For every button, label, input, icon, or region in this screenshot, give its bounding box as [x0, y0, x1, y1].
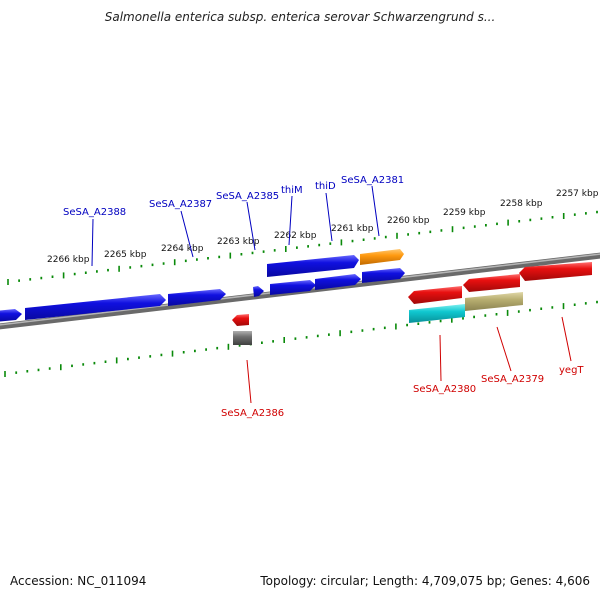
gene-arrow-thiM[interactable] — [270, 280, 316, 295]
gene-arrow[interactable] — [0, 309, 22, 322]
scale-label-2264: 2264 kbp — [161, 244, 204, 254]
leader-line — [180, 210, 194, 258]
upper-scale-ticks — [7, 210, 598, 285]
gene-arrow-SeSA_A2385[interactable] — [253, 286, 264, 297]
leader-line — [91, 218, 94, 267]
gene-arrow-SeSA_A2380-red[interactable] — [408, 286, 462, 304]
gene-block-SeSA_A2380[interactable] — [409, 304, 465, 323]
reverse-genes[interactable] — [232, 262, 592, 345]
leader-line — [288, 195, 293, 246]
leader-line — [371, 185, 380, 237]
gene-label-yegT[interactable]: yegT — [559, 365, 584, 376]
gene-label-thiD[interactable]: thiD — [315, 181, 336, 192]
scale-label-2263: 2263 kbp — [217, 237, 260, 247]
leader-line — [496, 326, 512, 372]
forward-gene-labels: SeSA_A2388 SeSA_A2387 SeSA_A2385 thiM th… — [63, 175, 404, 267]
leader-line — [246, 201, 256, 251]
gene-block-SeSA_A2379[interactable] — [465, 292, 523, 311]
gene-arrow-SeSA_A2388[interactable] — [25, 294, 166, 320]
scale-labels: 2266 kbp 2265 kbp 2264 kbp 2263 kbp 2262… — [47, 189, 599, 265]
gene-label-SeSA_A2385[interactable]: SeSA_A2385 — [216, 191, 279, 202]
forward-genes[interactable] — [0, 249, 405, 322]
gene-arrow-SeSA_A2381-inner[interactable] — [362, 268, 405, 283]
gene-label-SeSA_A2388[interactable]: SeSA_A2388 — [63, 207, 126, 218]
scale-label-2257: 2257 kbp — [556, 189, 599, 199]
leader-line — [325, 192, 333, 242]
gene-label-SeSA_A2387[interactable]: SeSA_A2387 — [149, 199, 212, 210]
gene-label-SeSA_A2381[interactable]: SeSA_A2381 — [341, 175, 404, 186]
lower-scale-ticks — [4, 300, 598, 377]
gene-arrow-SeSA_A2387[interactable] — [168, 289, 226, 306]
leader-line — [439, 334, 442, 382]
scale-label-2258: 2258 kbp — [500, 199, 543, 209]
gene-arrow-SeSA_A2379-red[interactable] — [463, 274, 520, 292]
page-title: Salmonella enterica subsp. enterica sero… — [104, 10, 496, 24]
gene-label-thiM[interactable]: thiM — [281, 185, 303, 196]
scale-label-2265: 2265 kbp — [104, 250, 147, 260]
scale-label-2266: 2266 kbp — [47, 255, 90, 265]
accession-label: Accession: NC_011094 — [10, 574, 147, 588]
scale-label-2259: 2259 kbp — [443, 208, 486, 218]
gene-arrow-SeSA_A2381[interactable] — [360, 249, 404, 265]
leader-line — [561, 316, 572, 362]
scale-label-2261: 2261 kbp — [331, 224, 374, 234]
gene-label-SeSA_A2386[interactable]: SeSA_A2386 — [221, 408, 284, 419]
gene-arrow-yegT[interactable] — [519, 262, 592, 281]
gene-label-SeSA_A2379[interactable]: SeSA_A2379 — [481, 374, 544, 385]
gene-arrow-thiD[interactable] — [315, 274, 361, 290]
gene-label-SeSA_A2380[interactable]: SeSA_A2380 — [413, 384, 476, 395]
genome-summary: Topology: circular; Length: 4,709,075 bp… — [260, 574, 590, 588]
gene-arrow-thiM-outer[interactable] — [267, 255, 359, 277]
gene-block-gray[interactable] — [233, 331, 252, 345]
gene-arrow-SeSA_A2386[interactable] — [232, 314, 249, 326]
leader-line — [246, 359, 252, 404]
scale-label-2260: 2260 kbp — [387, 216, 430, 226]
scale-label-2262: 2262 kbp — [274, 231, 317, 241]
reverse-gene-labels: SeSA_A2386 SeSA_A2380 SeSA_A2379 yegT — [221, 316, 584, 419]
